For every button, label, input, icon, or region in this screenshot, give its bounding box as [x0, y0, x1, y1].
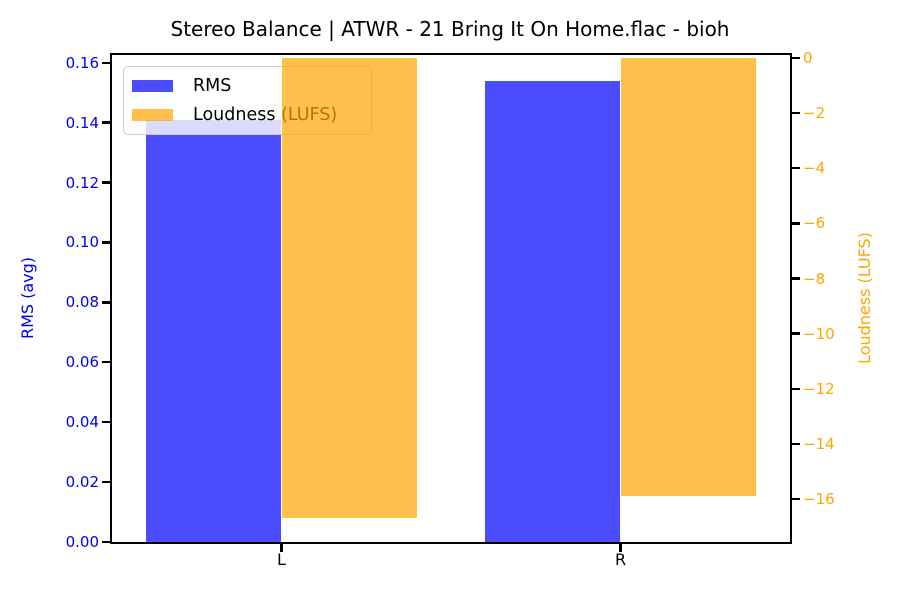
- left-axis-tick-label: 0.12: [65, 173, 99, 192]
- left-axis-tick-label: 0.16: [65, 53, 99, 72]
- bar-loudness-l: [281, 58, 418, 519]
- left-axis-tick: [102, 301, 110, 304]
- bar-rms-l: [145, 119, 282, 542]
- right-axis-tick-label: −10: [803, 324, 835, 343]
- right-axis-tick: [792, 497, 800, 501]
- left-axis-tick: [102, 361, 110, 364]
- chart-title: Stereo Balance | ATWR - 21 Bring It On H…: [170, 17, 730, 41]
- right-axis-tick-label: 0: [803, 49, 813, 68]
- bar-rms-r: [484, 80, 621, 542]
- left-axis-tick: [102, 121, 110, 124]
- right-axis-tick: [792, 442, 800, 446]
- right-axis-tick: [792, 111, 800, 115]
- x-axis-tick: [619, 544, 622, 552]
- left-axis-tick-label: 0.10: [65, 233, 99, 252]
- right-axis-tick: [792, 332, 800, 335]
- x-axis-tick-label: L: [277, 550, 286, 569]
- x-axis-tick-label: R: [614, 550, 627, 569]
- left-axis-tick-label: 0.02: [65, 473, 99, 492]
- legend-swatch-loudness: [132, 108, 173, 121]
- left-axis-tick: [102, 241, 110, 244]
- right-axis-tick-label: −4: [803, 159, 826, 178]
- right-axis-tick-label: −12: [803, 379, 835, 398]
- left-axis-tick-label: 0.08: [65, 293, 99, 312]
- bar-loudness-r: [620, 58, 757, 497]
- left-axis-tick: [102, 540, 110, 544]
- left-axis-tick-label: 0.00: [65, 533, 99, 551]
- left-axis-tick-label: 0.14: [65, 113, 99, 132]
- right-axis-tick-label: −8: [803, 269, 826, 288]
- right-axis-tick: [792, 167, 800, 170]
- right-axis-tick: [792, 277, 800, 280]
- right-axis-tick-label: −14: [803, 434, 835, 453]
- legend-entry-rms: RMS: [124, 71, 371, 100]
- right-axis-tick: [792, 222, 800, 225]
- left-axis-tick-label: 0.04: [65, 413, 99, 432]
- right-axis-tick: [792, 387, 800, 390]
- left-axis-tick-label: 0.06: [65, 353, 99, 372]
- legend-swatch-rms: [132, 79, 173, 92]
- left-axis-tick: [102, 181, 110, 184]
- right-axis-tick-label: −6: [803, 214, 826, 233]
- right-axis-tick-label: −16: [803, 490, 835, 508]
- right-axis-tick-label: −2: [803, 104, 826, 123]
- legend-label-rms: RMS: [193, 75, 232, 96]
- left-axis-tick: [102, 480, 110, 484]
- left-axis-tick: [102, 420, 110, 424]
- x-axis-tick: [280, 544, 283, 552]
- right-axis-tick: [792, 56, 800, 60]
- left-axis-tick: [102, 61, 110, 64]
